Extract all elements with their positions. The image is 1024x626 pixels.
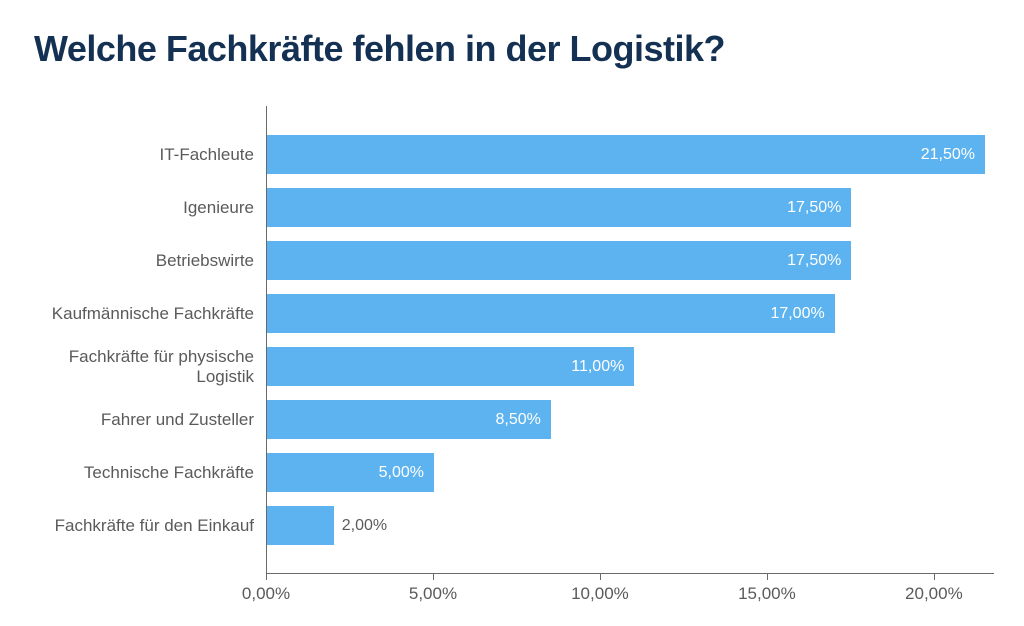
bar-value-label: 5,00% bbox=[379, 464, 424, 482]
x-axis-tick-label: 20,00% bbox=[905, 584, 963, 604]
bar: 21,50% bbox=[267, 135, 985, 174]
bar-slot: 5,00% bbox=[267, 446, 994, 499]
bar: 11,00% bbox=[267, 347, 634, 386]
y-axis-label: IT-Fachleute bbox=[34, 128, 266, 181]
y-axis-label: Fachkräfte für den Einkauf bbox=[34, 499, 266, 552]
y-axis-label: Technische Fachkräfte bbox=[34, 446, 266, 499]
bar-slot: 17,00% bbox=[267, 287, 994, 340]
bar-slot: 11,00% bbox=[267, 340, 994, 393]
bar: 17,50% bbox=[267, 188, 851, 227]
y-axis-label: Betriebswirte bbox=[34, 234, 266, 287]
y-axis-label: Igenieure bbox=[34, 181, 266, 234]
bar-value-label: 11,00% bbox=[571, 358, 624, 376]
bar-slot: 17,50% bbox=[267, 234, 994, 287]
bar-value-label: 8,50% bbox=[495, 411, 540, 429]
bar: 17,50% bbox=[267, 241, 851, 280]
y-axis-label: Fahrer und Zusteller bbox=[34, 393, 266, 446]
bar-slot: 2,00% bbox=[267, 499, 994, 552]
bar-slot: 17,50% bbox=[267, 181, 994, 234]
bar: 2,00% bbox=[267, 506, 334, 545]
bars-container: 21,50% 17,50% 17,50% 17,00% 11,00% 8,50% 5,00%… bbox=[267, 128, 994, 573]
x-axis-tick-label: 5,00% bbox=[409, 584, 457, 604]
page: Welche Fachkräfte fehlen in der Logistik… bbox=[0, 0, 1024, 626]
x-axis-tick-label: 15,00% bbox=[738, 584, 796, 604]
y-axis-label: Fachkräfte für physische Logistik bbox=[34, 340, 266, 393]
x-axis-labels: 0,00%5,00%10,00%15,00%20,00% bbox=[266, 574, 994, 606]
bar-value-label: 17,50% bbox=[787, 252, 841, 270]
bar-value-label: 21,50% bbox=[921, 146, 975, 164]
bar-slot: 8,50% bbox=[267, 393, 994, 446]
chart-title: Welche Fachkräfte fehlen in der Logistik… bbox=[34, 28, 1004, 70]
bar-slot: 21,50% bbox=[267, 128, 994, 181]
bar: 8,50% bbox=[267, 400, 551, 439]
plot-area: 21,50% 17,50% 17,50% 17,00% 11,00% 8,50% 5,00%… bbox=[266, 106, 994, 574]
x-axis-tick-label: 10,00% bbox=[571, 584, 629, 604]
bar-value-label: 17,50% bbox=[787, 199, 841, 217]
x-axis-tick-label: 0,00% bbox=[242, 584, 290, 604]
bar-value-label: 17,00% bbox=[770, 305, 824, 323]
bar-value-label: 2,00% bbox=[334, 517, 387, 535]
bar: 17,00% bbox=[267, 294, 835, 333]
bar: 5,00% bbox=[267, 453, 434, 492]
y-axis-labels: IT-FachleuteIgenieureBetriebswirteKaufmä… bbox=[34, 106, 266, 574]
y-axis-label: Kaufmännische Fachkräfte bbox=[34, 287, 266, 340]
chart: IT-FachleuteIgenieureBetriebswirteKaufmä… bbox=[34, 106, 1004, 606]
plot-row: IT-FachleuteIgenieureBetriebswirteKaufmä… bbox=[34, 106, 1004, 574]
